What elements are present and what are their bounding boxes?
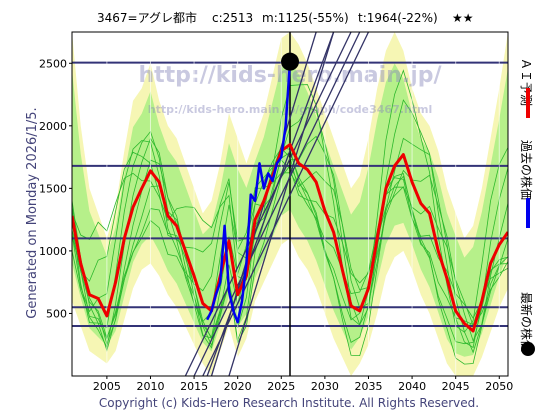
x-tick-label: 2045: [442, 380, 470, 393]
trend-line: [228, 32, 335, 376]
axes: [71, 31, 509, 377]
header-min: m:1125(-55%): [262, 11, 349, 25]
y-tick-label: 500: [46, 307, 67, 320]
plot-frame: [71, 31, 509, 377]
header-code: 3467=アグレ都市: [97, 10, 197, 25]
y-tick-label: 2500: [39, 57, 67, 70]
x-tick-label: 2005: [93, 380, 121, 393]
y-tick-label: 1000: [39, 245, 67, 258]
x-tick-label: 2025: [267, 380, 295, 393]
tick-labels: 2005 2010 2015 2020 2025 2030 2035 2040 2045 2050…: [39, 57, 513, 393]
x-tick-label: 2015: [180, 380, 208, 393]
x-tick-label: 2040: [398, 380, 426, 393]
trend-line: [202, 32, 370, 376]
generated-date-label: Generated on Monday 2026/1/5.: [25, 107, 40, 318]
legend-latest-dot: [521, 342, 535, 356]
legend-past-label: 過去の株価: [519, 140, 534, 200]
series-lines: [72, 52, 508, 333]
y-tick-label: 2000: [39, 120, 67, 133]
x-tick-label: 2030: [311, 380, 339, 393]
x-tick-label: 2020: [224, 380, 252, 393]
header-rating: ★★: [452, 11, 474, 25]
trend-line: [193, 32, 361, 376]
past-price-line: [206, 61, 292, 324]
header-target: t:1964(-22%): [358, 11, 438, 25]
trend-line: [184, 32, 352, 376]
header-current: c:2513: [212, 11, 253, 25]
y-tick-label: 1500: [39, 182, 67, 195]
legend: ＡＩ予測 過去の株価 最新の株価: [519, 58, 535, 356]
x-tick-label: 2035: [354, 380, 382, 393]
latest-price-dot: [281, 52, 299, 71]
ai-prediction-line: [72, 143, 508, 333]
x-tick-label: 2010: [136, 380, 164, 393]
trend-line: [206, 32, 335, 376]
copyright-footer: Copyright (c) Kids-Hero Research Institu…: [99, 396, 479, 410]
x-tick-label: 2050: [485, 380, 513, 393]
legend-latest-label: 最新の株価: [519, 292, 534, 352]
